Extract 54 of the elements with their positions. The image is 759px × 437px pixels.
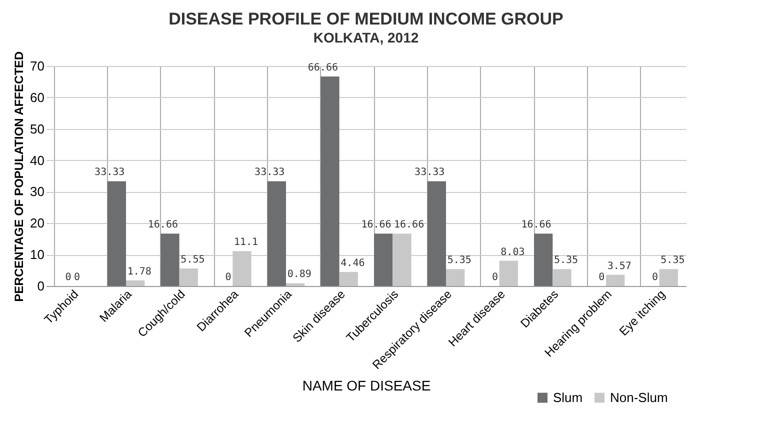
bar (179, 268, 198, 286)
data-label: 5.35 (447, 255, 472, 266)
y-tick-label: 40 (30, 152, 44, 168)
data-label: 0 (225, 272, 232, 283)
data-label: 33.33 (94, 167, 125, 178)
data-label: 16.66 (394, 220, 424, 231)
data-label: 16.66 (521, 220, 552, 231)
bar (552, 269, 572, 286)
data-label: 33.33 (414, 167, 445, 178)
y-tick-label: 10 (30, 247, 44, 262)
bar (320, 76, 340, 286)
data-label: 0 (598, 272, 605, 283)
data-label: 33.33 (254, 167, 285, 178)
data-label: 5.35 (660, 255, 685, 266)
data-label: 5.55 (180, 254, 205, 266)
bar (374, 234, 393, 286)
data-label: 0 (65, 272, 72, 283)
data-label: 0 (492, 272, 498, 283)
y-axis-title: PERCENTAGE OF POPULATION AFFECTED (12, 50, 26, 302)
y-tick-label: 50 (30, 121, 44, 136)
y-tick-label: 60 (30, 90, 44, 105)
bar (267, 181, 286, 286)
y-tick-label: 0 (37, 278, 44, 294)
data-label: 16.66 (361, 220, 392, 231)
bar (427, 181, 446, 286)
data-label: 1.78 (127, 266, 152, 278)
bar (446, 269, 465, 286)
legend-label: Non-Slum (610, 390, 668, 405)
x-axis-title: NAME OF DISEASE (302, 377, 431, 394)
data-label: 16.66 (148, 220, 178, 231)
bar (339, 272, 358, 286)
data-label: 66.66 (308, 62, 338, 74)
data-label: 11.1 (234, 237, 258, 248)
bar (286, 283, 305, 286)
data-label: 0 (652, 272, 658, 283)
bar (107, 181, 126, 286)
chart-title: DISEASE PROFILE OF MEDIUM INCOME GROUP (168, 10, 564, 29)
data-label: 3.57 (607, 260, 632, 272)
bar (160, 234, 180, 286)
bar (534, 234, 553, 286)
bar (126, 280, 145, 286)
bar (499, 260, 518, 286)
data-label: 0 (74, 272, 80, 283)
data-label: 0.89 (287, 269, 312, 280)
data-label: 4.46 (340, 258, 365, 269)
y-tick-label: 70 (30, 58, 44, 74)
y-tick-label: 20 (30, 216, 44, 231)
data-label: 5.35 (554, 255, 578, 266)
chart-subtitle: KOLKATA, 2012 (313, 30, 419, 46)
y-tick-label: 30 (30, 184, 44, 200)
bar (659, 269, 678, 286)
bar (606, 274, 625, 286)
data-label: 8.03 (500, 246, 525, 258)
legend-label: Slum (553, 390, 583, 405)
